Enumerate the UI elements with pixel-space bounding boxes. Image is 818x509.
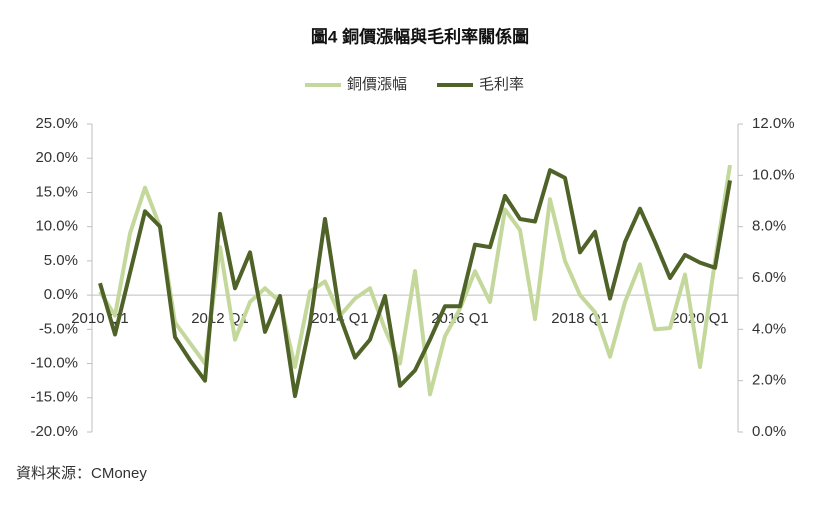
x-tick-label: 2016 Q1	[431, 310, 489, 327]
y-tick-label: 20.0%	[35, 149, 78, 166]
y-tick-label: -20.0%	[30, 423, 78, 440]
chart-title: 圖4 銅價漲幅與毛利率關係圖	[311, 26, 529, 46]
series-line	[98, 168, 732, 399]
x-tick-label: 2020 Q1	[671, 310, 729, 327]
x-tick-label: 2012 Q1	[191, 310, 249, 327]
y-tick-label: 25.0%	[35, 115, 78, 132]
y-tick-label: -5.0%	[39, 320, 78, 337]
y-tick-label: 10.0%	[35, 218, 78, 235]
y-tick-label: 15.0%	[35, 183, 78, 200]
y2-tick-label: 8.0%	[752, 218, 786, 235]
y2-tick-label: 12.0%	[752, 115, 795, 132]
y2-tick-label: 0.0%	[752, 423, 786, 440]
y2-tick-label: 2.0%	[752, 372, 786, 389]
legend-label: 銅價漲幅	[347, 76, 407, 93]
y2-tick-label: 10.0%	[752, 166, 795, 183]
y-tick-label: -15.0%	[30, 389, 78, 406]
y2-tick-label: 4.0%	[752, 320, 786, 337]
y2-tick-label: 6.0%	[752, 269, 786, 286]
y-tick-label: -10.0%	[30, 355, 78, 372]
source-note: 資料來源：CMoney	[16, 465, 147, 482]
legend-label: 毛利率	[479, 76, 524, 93]
series-line	[98, 164, 732, 397]
y-tick-label: 5.0%	[44, 252, 78, 269]
y-tick-label: 0.0%	[44, 286, 78, 303]
